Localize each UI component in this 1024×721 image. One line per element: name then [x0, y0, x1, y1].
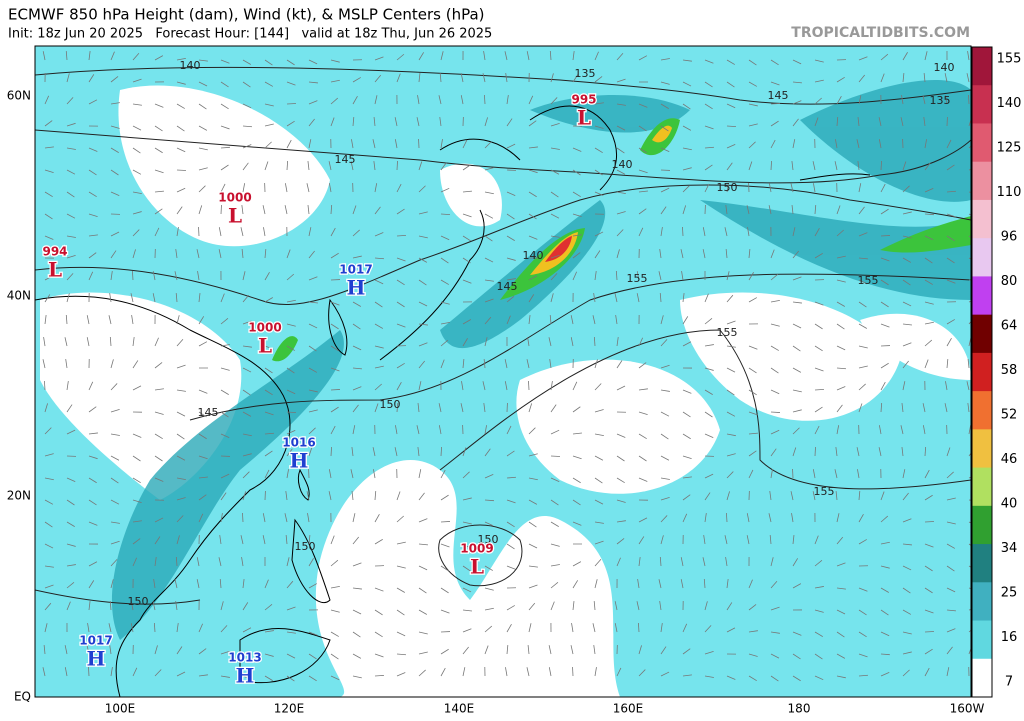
colorbar-segment — [972, 315, 992, 354]
pressure-value: 995 — [571, 93, 596, 107]
map-area — [35, 46, 978, 697]
pressure-value: 1000 — [218, 191, 251, 205]
colorbar-segment — [972, 468, 992, 507]
pressure-symbol: L — [577, 106, 591, 130]
contour-label: 140 — [180, 59, 201, 72]
colorbar-label: 52 — [1001, 408, 1018, 423]
contour-label: 135 — [575, 67, 596, 80]
colorbar-segment — [972, 123, 992, 162]
colorbar-segment — [972, 276, 992, 315]
lon-label: 100E — [105, 702, 136, 716]
lon-label: 160E — [613, 702, 644, 716]
colorbar-label: 16 — [1001, 630, 1018, 645]
colorbar-label: 40 — [1001, 497, 1018, 512]
colorbar-label: 64 — [1001, 319, 1018, 334]
contour-label: 145 — [768, 89, 789, 102]
lon-label: 180 — [788, 702, 811, 716]
contour-label: 155 — [717, 326, 738, 339]
colorbar-segment — [972, 506, 992, 545]
brand: TROPICALTIDBITS.COM — [791, 25, 970, 41]
pressure-value: 1017 — [79, 634, 112, 648]
pressure-value: 1013 — [228, 651, 261, 665]
colorbar-segment — [972, 659, 992, 698]
contour-label: 145 — [335, 153, 356, 166]
pressure-symbol: L — [258, 334, 272, 358]
contour-label: 145 — [198, 406, 219, 419]
pressure-symbol: H — [290, 449, 309, 473]
colorbar-label: 58 — [1001, 363, 1018, 378]
colorbar-segment — [972, 544, 992, 583]
colorbar-label: 7 — [1005, 675, 1013, 690]
pressure-symbol: L — [48, 258, 62, 282]
pressure-symbol: H — [87, 647, 106, 671]
contour-label: 150 — [717, 181, 738, 194]
pressure-symbol: L — [470, 555, 484, 579]
lat-label: 40N — [7, 289, 31, 303]
colorbar-segment — [972, 200, 992, 239]
contour-label: 140 — [523, 249, 544, 262]
title: ECMWF 850 hPa Height (dam), Wind (kt), &… — [8, 6, 485, 24]
colorbar-label: 34 — [1001, 541, 1018, 556]
lon-label: 120E — [274, 702, 305, 716]
pressure-value: 1000 — [248, 321, 281, 335]
colorbar-label: 125 — [997, 141, 1022, 156]
colorbar-segment — [972, 353, 992, 392]
contour-label: 135 — [930, 94, 951, 107]
subtitle: Init: 18z Jun 20 2025 Forecast Hour: [14… — [8, 27, 492, 42]
colorbar-segment — [972, 47, 992, 86]
pressure-value: 1016 — [282, 436, 315, 450]
colorbar-segment — [972, 429, 992, 468]
contour-label: 150 — [128, 595, 149, 608]
colorbar-segment — [972, 391, 992, 430]
colorbar-segment — [972, 582, 992, 621]
contour-label: 155 — [627, 272, 648, 285]
colorbar-label: 96 — [1001, 230, 1018, 245]
colorbar-label: 110 — [997, 185, 1022, 200]
colorbar-label: 46 — [1001, 452, 1018, 467]
pressure-symbol: H — [236, 664, 255, 688]
contour-label: 140 — [612, 158, 633, 171]
colorbar-segment — [972, 621, 992, 660]
lon-label: 160W — [950, 702, 985, 716]
colorbar-label: 25 — [1001, 586, 1018, 601]
lat-label: EQ — [14, 690, 31, 704]
contour-label: 140 — [934, 61, 955, 74]
colorbar-segment — [972, 85, 992, 124]
lat-label: 60N — [7, 89, 31, 103]
colorbar-segment — [972, 238, 992, 277]
lat-label: 20N — [7, 489, 31, 503]
contour-label: 155 — [858, 274, 879, 287]
pressure-value: 1009 — [460, 542, 493, 556]
pressure-value: 1017 — [339, 263, 372, 277]
contour-label: 150 — [295, 540, 316, 553]
lon-label: 140E — [444, 702, 475, 716]
colorbar-label: 80 — [1001, 274, 1018, 289]
pressure-symbol: H — [347, 276, 366, 300]
contour-label: 145 — [497, 280, 518, 293]
colorbar-label: 155 — [997, 52, 1022, 67]
pressure-symbol: L — [228, 204, 242, 228]
colorbar-segment — [972, 162, 992, 201]
contour-label: 155 — [814, 485, 835, 498]
pressure-value: 994 — [42, 245, 67, 259]
contour-label: 150 — [380, 398, 401, 411]
colorbar-label: 140 — [997, 96, 1022, 111]
